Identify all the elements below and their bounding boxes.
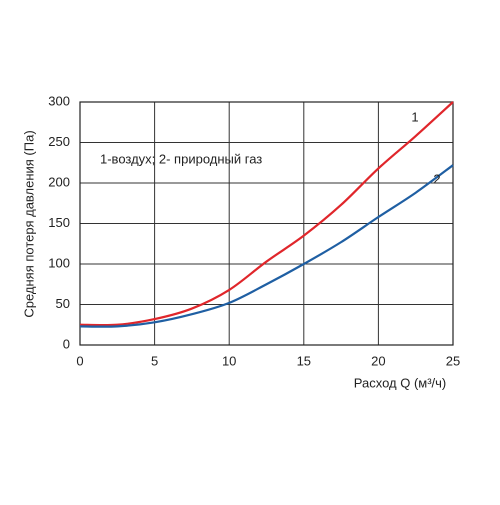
y-tick-label: 0 [63,336,70,351]
x-tick-label: 20 [371,353,385,368]
y-axis-label: Средняя потеря давления (Па) [21,130,36,317]
x-tick-label: 5 [151,353,158,368]
series-line [79,101,454,327]
y-tick-label: 300 [48,93,70,108]
x-tick-label: 25 [446,353,460,368]
y-tick-label: 250 [48,134,70,149]
series-label: 1 [411,109,418,124]
y-tick-label: 100 [48,255,70,270]
y-tick-label: 150 [48,215,70,230]
y-tick-label: 200 [48,174,70,189]
x-tick-label: 0 [76,353,83,368]
plot-frame [79,101,454,346]
series-label: 2 [433,172,440,187]
y-tick-label: 50 [56,296,70,311]
x-axis-label: Расход Q (м³/ч) [354,375,447,390]
x-tick-label: 15 [297,353,311,368]
x-tick-label: 10 [222,353,236,368]
annotation: 1-воздух; 2- природный газ [100,151,262,166]
series-line [79,164,454,328]
